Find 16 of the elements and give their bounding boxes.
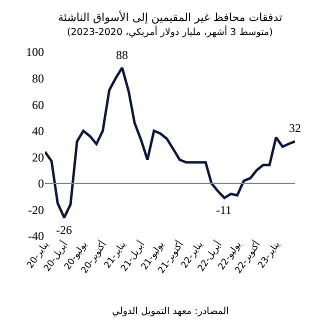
y-tick-label: -40 bbox=[28, 229, 44, 244]
annotation: -26 bbox=[56, 223, 72, 237]
chart-subtitle: (متوسط 3 أشهر، مليار دولار أمريكي، 2020-2023) bbox=[67, 25, 273, 38]
y-tick-label: 0 bbox=[38, 176, 44, 191]
annotation: 88 bbox=[116, 48, 128, 62]
annotation: -11 bbox=[216, 203, 232, 217]
y-tick-label: 20 bbox=[32, 150, 44, 164]
y-tick-label: 40 bbox=[32, 124, 44, 138]
y-tick-label: -20 bbox=[28, 202, 44, 217]
chart-title: تدفقات محافظ غير المقيمين إلى الأسواق الناشئة bbox=[58, 10, 282, 24]
annotation: 32 bbox=[289, 121, 301, 135]
y-tick-label: 60 bbox=[32, 98, 44, 112]
y-tick-label: 100 bbox=[26, 45, 44, 60]
x-tick-label: يناير-23 bbox=[256, 240, 282, 270]
y-tick-label: 80 bbox=[32, 71, 44, 86]
text: المصادر: معهد التمويل الدولي bbox=[112, 306, 229, 317]
